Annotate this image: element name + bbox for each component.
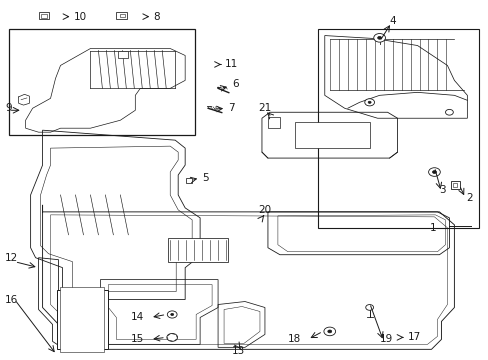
Bar xyxy=(39,13,49,19)
Text: 8: 8 xyxy=(153,12,160,22)
Text: 7: 7 xyxy=(227,103,234,113)
Circle shape xyxy=(445,109,452,115)
Text: 1: 1 xyxy=(428,223,435,233)
Circle shape xyxy=(427,168,439,176)
Bar xyxy=(294,122,369,148)
Circle shape xyxy=(327,330,331,333)
Text: 16: 16 xyxy=(5,294,18,305)
Bar xyxy=(57,289,108,349)
Text: 17: 17 xyxy=(407,332,420,342)
Bar xyxy=(116,13,127,19)
Circle shape xyxy=(170,314,173,316)
Text: 10: 10 xyxy=(73,12,86,22)
Text: 5: 5 xyxy=(202,173,208,183)
Bar xyxy=(9,28,195,135)
Text: 9: 9 xyxy=(6,103,12,113)
Text: 14: 14 xyxy=(130,312,143,323)
Circle shape xyxy=(373,33,385,42)
Bar xyxy=(168,238,227,262)
Text: 6: 6 xyxy=(232,79,238,89)
Bar xyxy=(452,183,456,187)
Bar xyxy=(317,28,478,228)
Circle shape xyxy=(166,333,177,341)
Text: 11: 11 xyxy=(224,59,238,69)
Circle shape xyxy=(364,99,374,106)
Text: 3: 3 xyxy=(439,185,445,195)
Bar xyxy=(267,117,280,128)
Bar xyxy=(120,14,124,17)
Circle shape xyxy=(377,36,381,39)
Text: 19: 19 xyxy=(379,334,392,345)
Circle shape xyxy=(365,305,373,310)
Text: 2: 2 xyxy=(466,193,472,203)
Text: 18: 18 xyxy=(287,334,301,345)
Text: 20: 20 xyxy=(258,205,270,215)
Text: 13: 13 xyxy=(232,346,245,356)
Circle shape xyxy=(367,101,370,103)
Circle shape xyxy=(323,327,335,336)
Bar xyxy=(41,14,47,18)
Text: 12: 12 xyxy=(5,253,18,263)
Circle shape xyxy=(167,311,177,318)
Circle shape xyxy=(431,171,435,174)
Bar xyxy=(449,181,459,189)
Bar xyxy=(61,287,104,352)
Text: 21: 21 xyxy=(258,103,271,113)
Bar xyxy=(186,178,192,183)
Text: 4: 4 xyxy=(389,15,395,26)
Text: 15: 15 xyxy=(130,334,143,345)
Bar xyxy=(118,50,128,58)
